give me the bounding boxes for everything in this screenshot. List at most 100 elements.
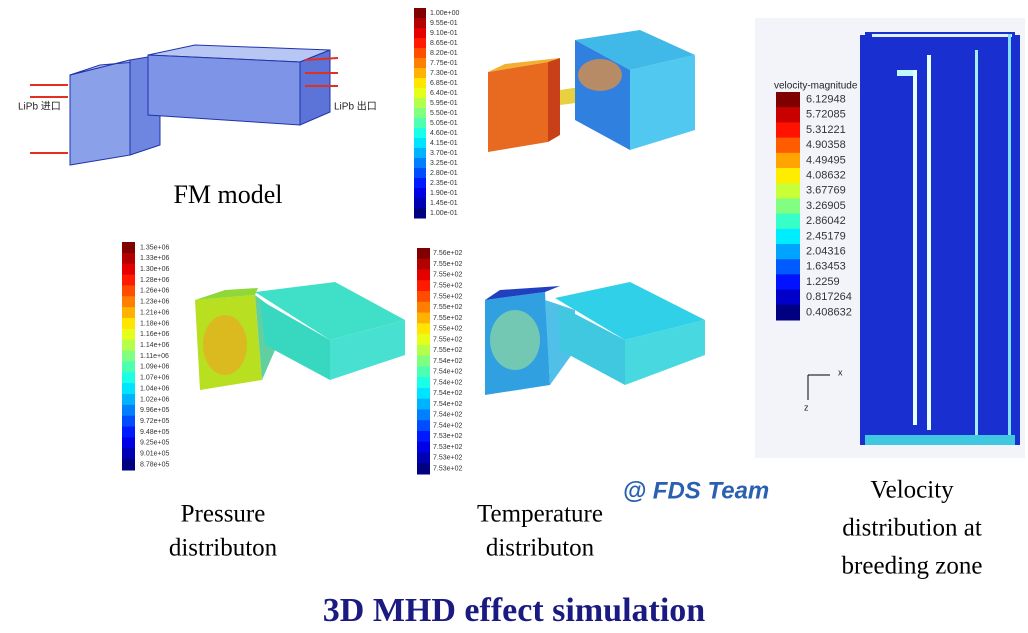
caption: Pressure [181,501,266,528]
colorbar-swatch [122,296,135,307]
colorbar-label: 1.04e+06 [140,385,169,392]
colorbar-swatch [417,345,430,356]
colorbar-swatch [122,264,135,275]
colorbar-label: 1.23e+06 [140,299,169,306]
colorbar-swatch [417,399,430,410]
colorbar-label: 3.25e-01 [430,160,458,167]
colorbar-swatch [122,448,135,459]
fm-model-caption: FM model [173,180,282,209]
colorbar-swatch [417,388,430,399]
colorbar-label: 1.02e+06 [140,396,169,403]
colorbar-label: 4.08632 [806,170,846,182]
colorbar-title: velocity-magnitude [774,81,858,92]
colorbar-swatch [776,305,800,321]
fm-model-image: LiPb 进口 LiPb 出口 [18,45,377,165]
colorbar-label: 1.00e-01 [430,210,458,217]
colorbar-label: 9.55e-01 [430,20,458,27]
colorbar-label: 0.817264 [806,291,852,303]
colorbar-swatch [417,334,430,345]
colorbar-swatch [776,229,800,245]
colorbar-swatch [414,158,426,169]
colorbar-label: 4.60e-01 [430,130,458,137]
colorbar-swatch [414,98,426,109]
colorbar-label: 6.40e-01 [430,90,458,97]
colorbar-swatch [414,88,426,99]
colorbar-swatch [414,128,426,139]
colorbar-swatch [776,214,800,230]
caption: distributon [486,535,595,562]
colorbar-label: 1.00e+00 [430,10,459,17]
colorbar-label: 7.53e+02 [433,444,462,451]
colorbar-swatch [776,244,800,260]
colorbar-swatch [122,340,135,351]
colorbar-swatch [414,148,426,159]
colorbar-swatch [122,275,135,286]
colorbar-swatch [122,242,135,253]
colorbar-swatch [417,409,430,420]
colorbar-label: 7.55e+02 [433,293,462,300]
colorbar-swatch [122,361,135,372]
colorbar-label: 7.54e+02 [433,422,462,429]
colorbar-label: 2.35e-01 [430,180,458,187]
colorbar-label: 5.95e-01 [430,100,458,107]
colorbar-swatch [122,307,135,318]
colorbar-label: 7.55e+02 [433,347,462,354]
colorbar-swatch [776,138,800,154]
colorbar-swatch [414,188,426,199]
slide: LiPb 进口 LiPb 出口 FM model [0,0,1028,633]
credit: @ FDS Team [623,477,770,504]
colorbar-swatch [776,107,800,123]
colorbar-label: 9.25e+05 [140,440,169,447]
colorbar-label: 5.72085 [806,109,846,121]
colorbar-swatch [414,118,426,129]
colorbar-label: 9.48e+05 [140,429,169,436]
colorbar-swatch [414,58,426,69]
colorbar-swatch [414,198,426,209]
colorbar-label: 8.65e-01 [430,40,458,47]
colorbar-label: 3.67769 [806,185,846,197]
colorbar-swatch [122,329,135,340]
colorbar-label: 3.26905 [806,200,846,212]
colorbar-swatch [417,248,430,259]
colorbar-label: 4.90358 [806,139,846,151]
colorbar-label: 1.26e+06 [140,288,169,295]
colorbar-label: 1.2259 [806,276,840,288]
colorbar-label: 5.50e-01 [430,110,458,117]
colorbar-swatch [414,38,426,49]
colorbar-label: 7.54e+02 [433,390,462,397]
colorbar-label: 2.45179 [806,230,846,242]
colorbar-label: 7.55e+02 [433,336,462,343]
colorbar-label: 1.90e-01 [430,190,458,197]
colorbar-label: 7.30e-01 [430,70,458,77]
pressure-image [195,282,405,390]
colorbar-swatch [414,18,426,29]
colorbar-swatch [122,372,135,383]
colorbar-swatch [417,259,430,270]
colorbar-swatch [414,68,426,79]
colorbar-swatch [417,431,430,442]
caption: distribution at [842,515,982,542]
colorbar-swatch [414,168,426,179]
colorbar-label: 8.20e-01 [430,50,458,57]
colorbar-label: 7.55e+02 [433,304,462,311]
colorbar-swatch [122,437,135,448]
colorbar-label: 1.28e+06 [140,277,169,284]
colorbar-swatch [417,280,430,291]
colorbar-label: 1.14e+06 [140,342,169,349]
colorbar-label: 5.31221 [806,124,846,136]
colorbar-swatch [417,366,430,377]
outlet-label: LiPb 出口 [334,100,377,113]
colorbar-label: 8.78e+05 [140,461,169,468]
colorbar-swatch [417,302,430,313]
colorbar-swatch [776,92,800,108]
caption: distributon [169,535,278,562]
colorbar-label: 7.55e+02 [433,315,462,322]
temperature-image [485,282,705,395]
colorbar-swatch [122,416,135,427]
colorbar-label: 2.86042 [806,215,846,227]
colorbar-label: 9.96e+05 [140,407,169,414]
colorbar-swatch [122,318,135,329]
colorbar-label: 2.04316 [806,246,846,258]
colorbar-swatch [417,463,430,474]
colorbar-label: 7.75e-01 [430,60,458,67]
